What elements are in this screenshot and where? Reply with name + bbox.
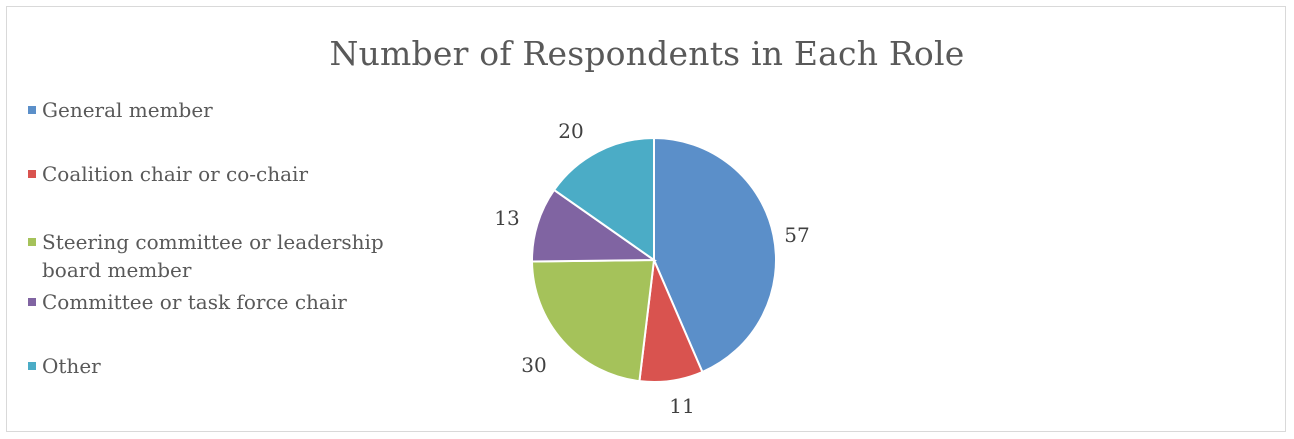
legend-label: Other bbox=[42, 354, 101, 378]
data-label: 30 bbox=[521, 353, 546, 377]
slice-other bbox=[552, 136, 655, 262]
chart-title: Number of Respondents in Each Role bbox=[329, 34, 965, 73]
data-label: 11 bbox=[669, 394, 694, 418]
legend-label: Coalition chair or co-chair bbox=[42, 162, 309, 186]
legend-swatch bbox=[28, 170, 36, 178]
legend-swatch bbox=[28, 238, 36, 246]
data-label: 20 bbox=[558, 119, 583, 143]
legend-label: General member bbox=[42, 98, 213, 122]
slice-general-member bbox=[653, 136, 777, 374]
data-label: 13 bbox=[494, 206, 519, 230]
legend-item-other: Other bbox=[28, 352, 402, 380]
data-label: 57 bbox=[784, 223, 809, 247]
legend-label: Steering committee or leadership board m… bbox=[42, 230, 384, 282]
legend-swatch bbox=[28, 298, 36, 306]
legend-swatch bbox=[28, 362, 36, 370]
legend-item-steering-committee: Steering committee or leadership board m… bbox=[28, 228, 387, 284]
legend-swatch bbox=[28, 106, 36, 114]
legend-label: Committee or task force chair bbox=[42, 290, 347, 314]
legend-item-coalition-chair: Coalition chair or co-chair bbox=[28, 160, 402, 188]
legend-item-general-member: General member bbox=[28, 96, 402, 124]
slice-steering-committee bbox=[530, 258, 656, 383]
slice-committee-chair bbox=[531, 188, 658, 263]
legend-item-committee-chair: Committee or task force chair bbox=[28, 288, 402, 316]
